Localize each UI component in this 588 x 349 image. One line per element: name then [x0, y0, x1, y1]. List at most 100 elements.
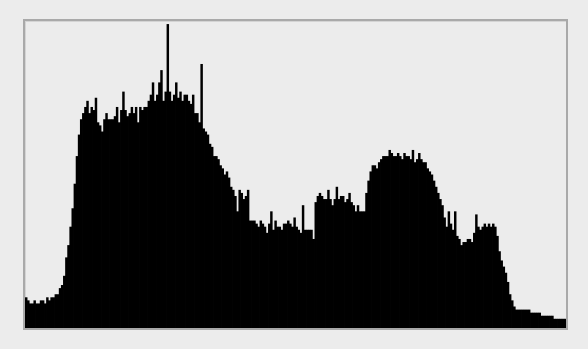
histogram-bar	[542, 315, 546, 328]
histogram-bar	[217, 159, 220, 328]
histogram-bar	[475, 214, 478, 328]
histogram-bar	[206, 134, 210, 328]
histogram-bar	[525, 309, 529, 328]
histogram-bar	[86, 100, 89, 328]
histogram-bar	[422, 162, 425, 328]
histogram-bar	[109, 119, 112, 328]
histogram-bar	[143, 106, 146, 328]
histogram-bar	[401, 159, 404, 328]
histogram-bar	[210, 146, 214, 328]
histogram-bar	[274, 220, 277, 328]
histogram-bar	[354, 211, 358, 328]
histogram-bar	[50, 297, 53, 328]
histogram-bar	[65, 257, 68, 328]
histogram-bar	[265, 232, 269, 328]
histogram-bar	[513, 306, 516, 328]
histogram-bar	[424, 162, 427, 328]
histogram-bar	[523, 309, 527, 328]
histogram-bar	[500, 260, 503, 328]
histogram-bar	[261, 223, 265, 328]
histogram-bar	[536, 312, 539, 328]
histogram-bar	[530, 312, 533, 328]
histogram-bar	[166, 24, 170, 328]
histogram-bar	[240, 192, 244, 328]
histogram-bar	[373, 165, 377, 328]
histogram-bar	[511, 300, 514, 328]
histogram-bar	[350, 202, 353, 328]
histogram-bar	[48, 300, 51, 328]
histogram-bar	[515, 309, 518, 328]
histogram-bar	[223, 174, 227, 328]
histogram-bar	[202, 128, 205, 328]
histogram-bar	[306, 229, 309, 328]
histogram-bar	[466, 238, 470, 328]
histogram-bar	[249, 220, 252, 328]
histogram-bar	[382, 156, 385, 328]
histogram-bar	[335, 186, 339, 328]
histogram-bar	[46, 297, 49, 328]
histogram-bar	[293, 217, 296, 328]
histogram-bar	[468, 238, 472, 328]
histogram-bar	[253, 220, 256, 328]
histogram-bar	[139, 106, 142, 328]
histogram-bar	[517, 309, 520, 328]
histogram-bar	[492, 223, 495, 328]
histogram-bar	[153, 100, 157, 328]
histogram-bar	[553, 318, 556, 328]
histogram-bar	[485, 226, 489, 328]
histogram-bar	[172, 94, 176, 328]
histogram-bar	[69, 226, 72, 328]
histogram-bar	[117, 122, 121, 328]
histogram-bar	[377, 162, 381, 328]
histogram-bar	[175, 82, 178, 328]
histogram-bar	[502, 266, 506, 328]
histogram-bar	[111, 119, 115, 328]
histogram-bar	[555, 318, 558, 328]
histogram-bar	[301, 205, 305, 328]
histogram-bar	[204, 131, 208, 328]
histogram-bar	[392, 156, 396, 328]
histogram-bar	[428, 171, 432, 328]
histogram-bar	[310, 229, 313, 328]
histogram-bar	[227, 177, 231, 328]
histogram-bar	[303, 229, 307, 328]
histogram-bar	[437, 192, 440, 328]
histogram-bar	[462, 242, 465, 328]
histogram-bar	[255, 223, 258, 328]
histogram-bar	[124, 110, 127, 328]
histogram-bar	[473, 232, 476, 328]
histogram-bar	[443, 217, 446, 328]
histogram-bar	[92, 110, 96, 328]
histogram-bar	[194, 113, 197, 328]
histogram-bar	[403, 153, 406, 328]
histogram-bar	[278, 226, 282, 328]
histogram-bars	[25, 24, 566, 328]
histogram-bar	[561, 318, 565, 328]
histogram-bar	[549, 315, 552, 328]
histogram-bar	[151, 82, 155, 328]
histogram-bar	[369, 171, 372, 328]
histogram-bar	[31, 303, 34, 328]
histogram-bar	[54, 294, 58, 328]
histogram-bar	[388, 149, 391, 328]
histogram-bar	[496, 235, 499, 328]
histogram-bar	[494, 226, 497, 328]
histogram-bar	[107, 119, 110, 328]
histogram-bar	[287, 220, 290, 328]
histogram-bar	[126, 116, 129, 328]
histogram-bar	[363, 211, 366, 328]
histogram-bar	[280, 229, 284, 328]
histogram-bar	[276, 226, 279, 328]
histogram-bar	[508, 294, 512, 328]
histogram-bar	[128, 113, 132, 328]
histogram-bar	[82, 113, 85, 328]
histogram-bar	[268, 223, 271, 328]
histogram-bar	[464, 242, 468, 328]
histogram-bar	[71, 208, 74, 328]
histogram-bar	[79, 119, 83, 328]
histogram-bar	[94, 97, 98, 328]
histogram-bar	[282, 223, 286, 328]
histogram-bar	[453, 211, 457, 328]
histogram-bar	[540, 315, 544, 328]
histogram-bar	[441, 205, 444, 328]
